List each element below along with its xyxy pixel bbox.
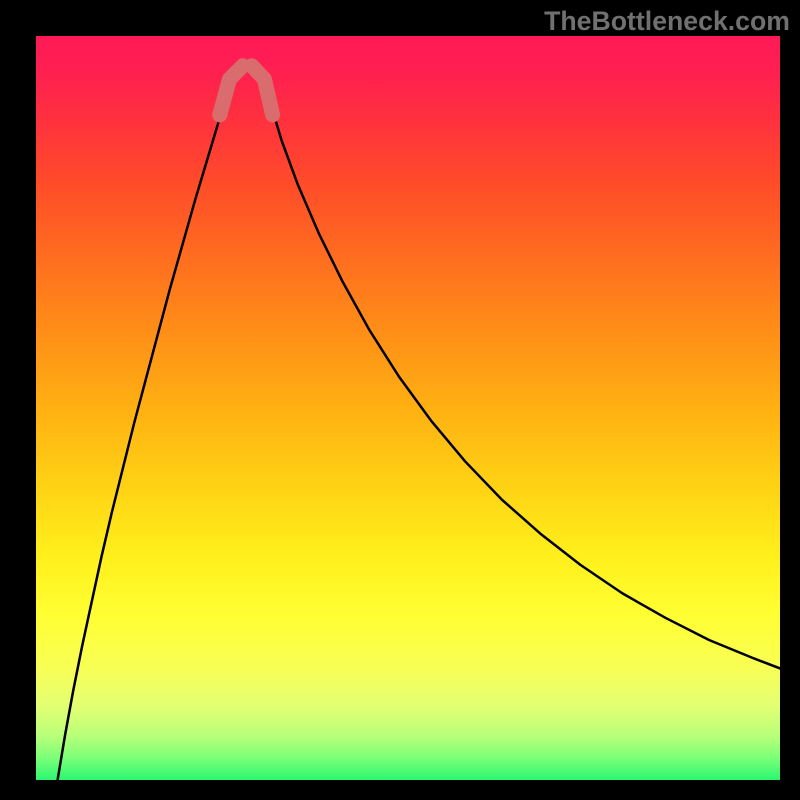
stage: TheBottleneck.com — [0, 0, 800, 800]
plot-area — [36, 36, 780, 780]
marker-left — [220, 66, 243, 115]
marker-right — [252, 66, 273, 115]
watermark-text: TheBottleneck.com — [544, 6, 790, 37]
highlight-markers — [36, 36, 780, 780]
